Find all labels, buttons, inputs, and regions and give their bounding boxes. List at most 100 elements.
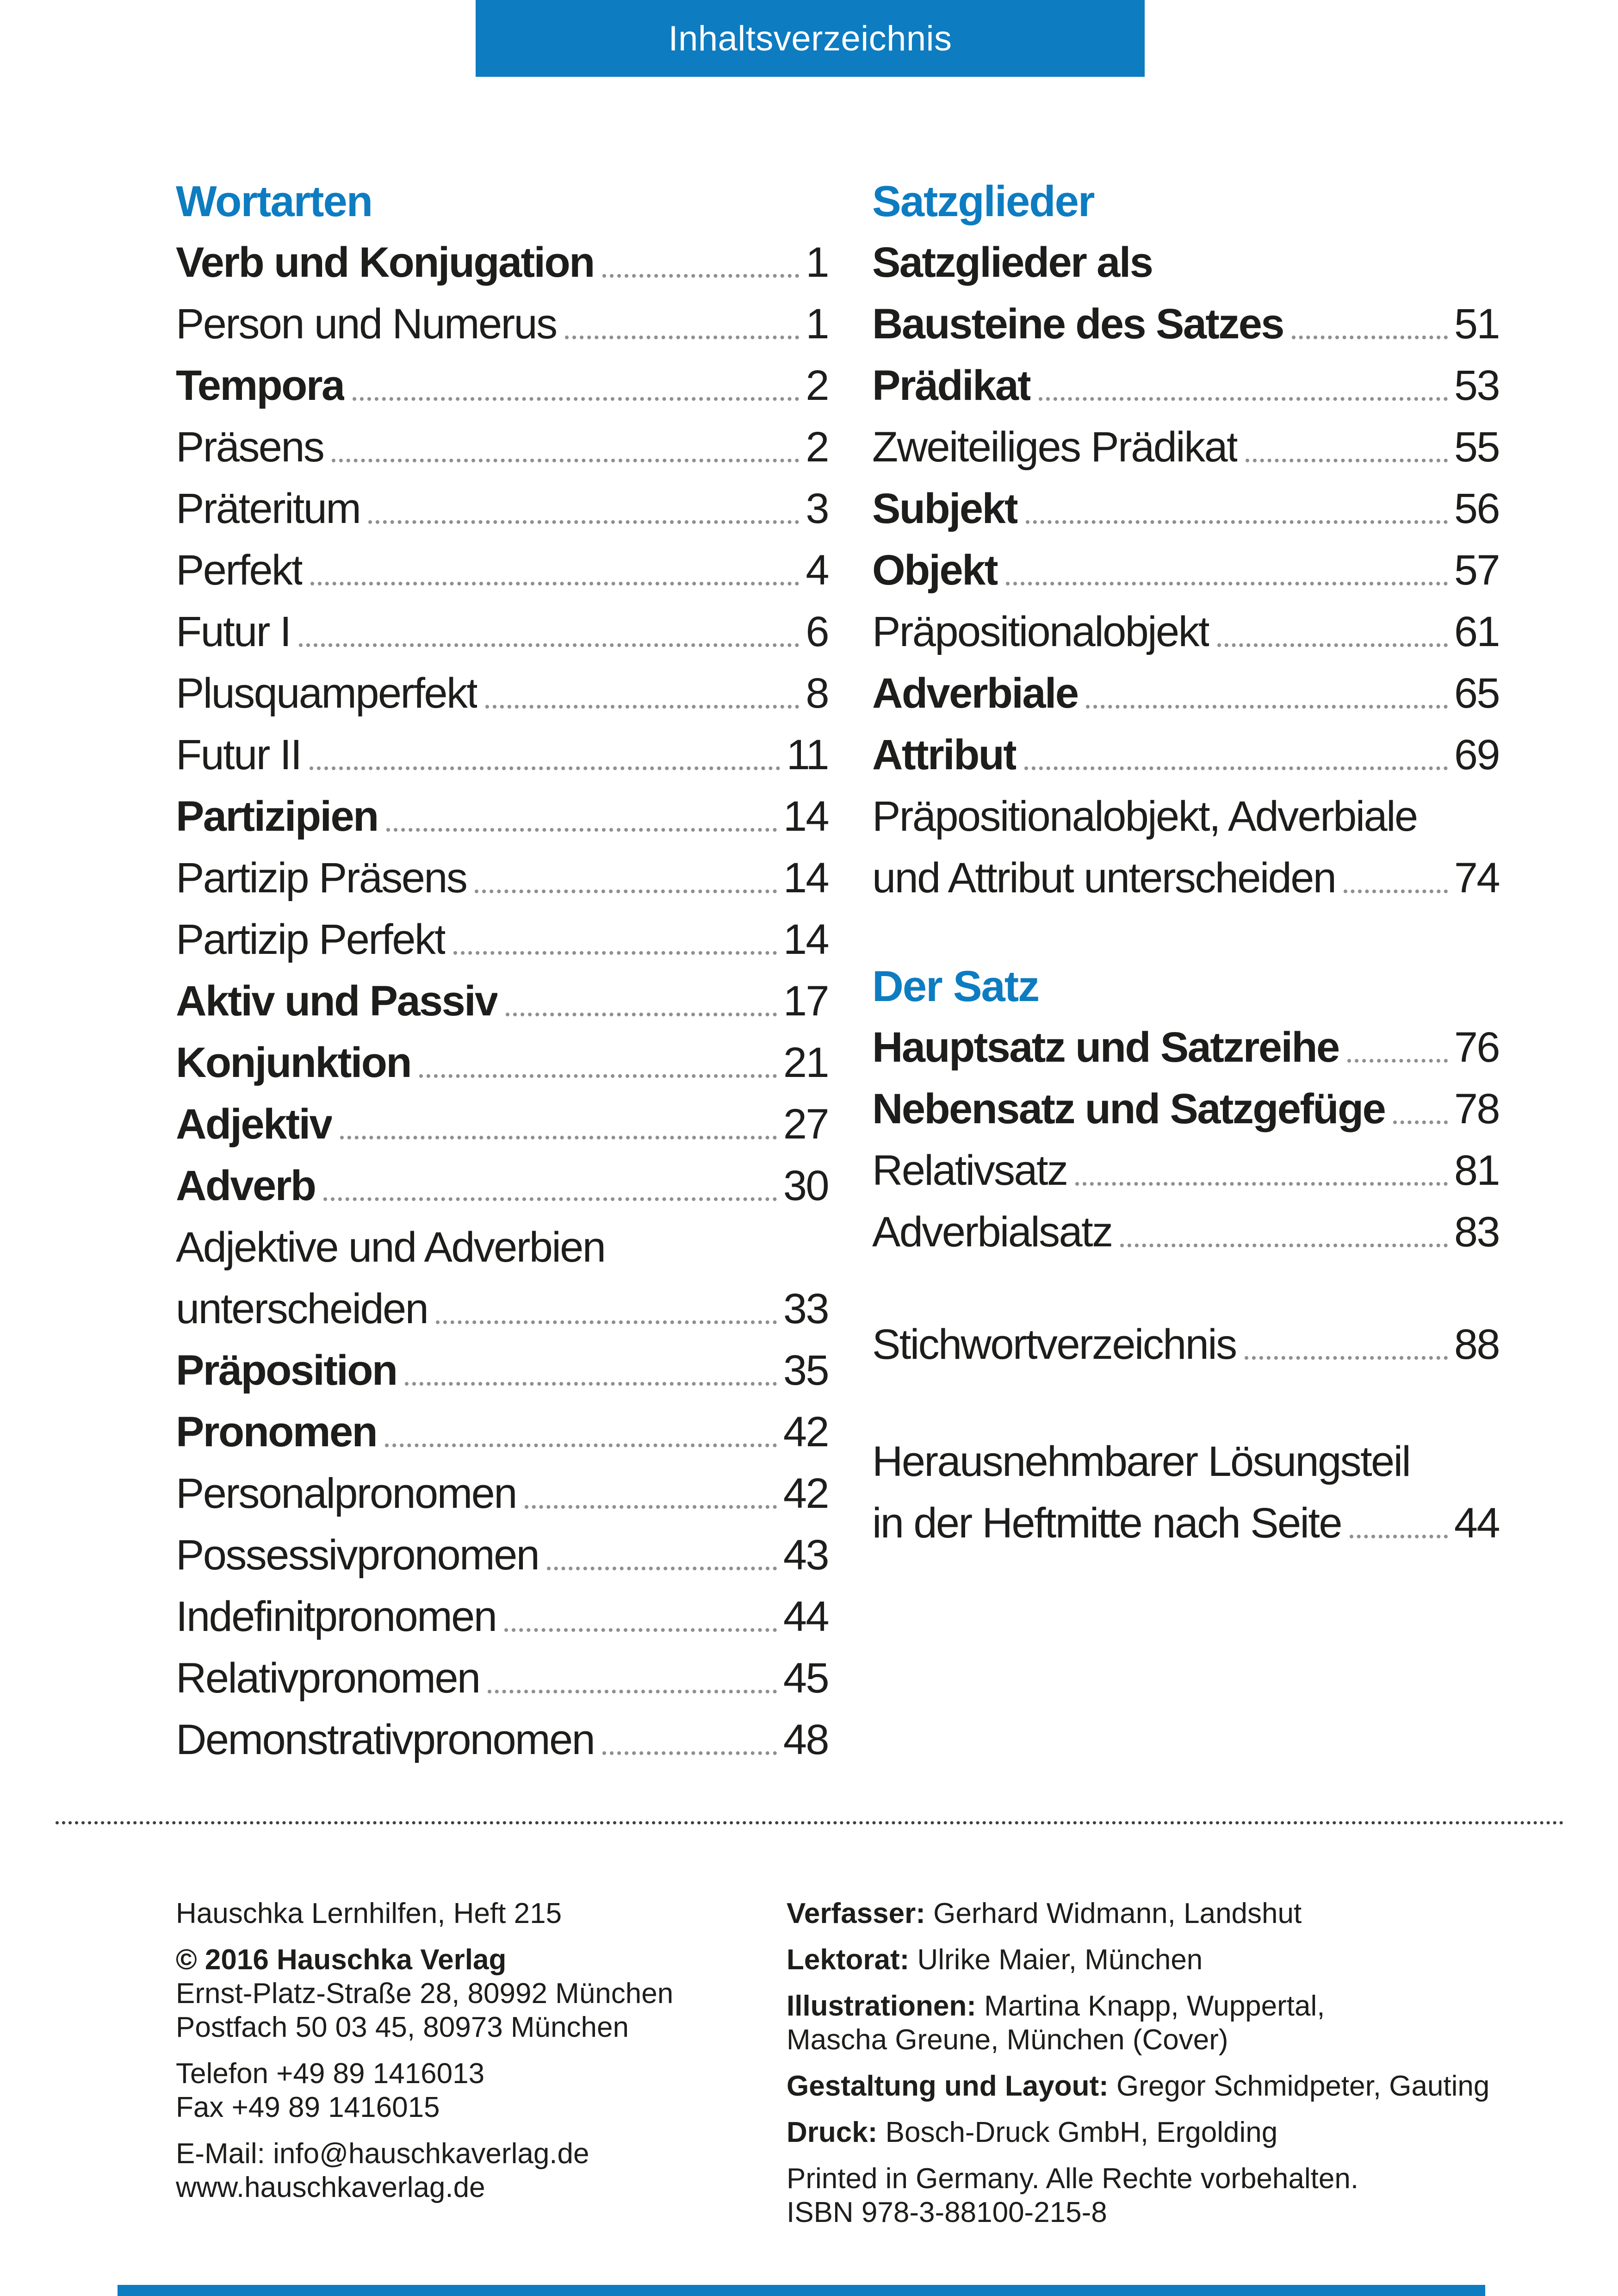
toc-entry: Partizip Präsens 14 (176, 847, 830, 909)
toc-section: Wortarten Verb und Konjugation 1 Person und… (176, 170, 830, 1771)
toc-entry: Relativpronomen 45 (176, 1648, 830, 1709)
dotted-leader (1349, 1535, 1448, 1538)
dotted-leader (310, 582, 800, 585)
toc-entry: Indefinitpronomen 44 (176, 1586, 830, 1648)
page-number: 69 (1454, 731, 1500, 778)
section-heading: Wortarten (176, 177, 373, 225)
section-heading: Der Satz (872, 962, 1040, 1010)
dotted-leader (1024, 766, 1448, 770)
dotted-leader (475, 890, 777, 893)
toc-entry: Person und Numerus 1 (176, 293, 830, 355)
page-number: 55 (1454, 423, 1500, 471)
toc-entry-label: Indefinitpronomen (176, 1593, 496, 1640)
page-number: 3 (806, 485, 829, 532)
page-number: 11 (786, 731, 830, 778)
toc-entry: Präposition 35 (176, 1340, 830, 1401)
dotted-leader (504, 1628, 777, 1632)
page-number: 14 (783, 916, 830, 963)
imprint-group: Illustrationen: Martina Knapp, Wuppertal… (787, 1989, 1582, 2057)
toc-entry: Attribut 69 (872, 724, 1500, 786)
imprint-line: Ernst-Platz-Straße 28, 80992 München (176, 1978, 674, 2010)
page-number: 51 (1454, 300, 1500, 348)
imprint-label: Druck: (787, 2116, 878, 2148)
dotted-leader (1393, 1120, 1448, 1124)
page-number: 56 (1454, 485, 1500, 532)
toc-entry: Futur I 6 (176, 601, 830, 663)
page-number: 33 (783, 1285, 830, 1332)
toc-section: Satzglieder Satzglieder als Bausteine des … (872, 170, 1500, 909)
toc-entry: Adverb 30 (176, 1155, 830, 1217)
toc-entry: in der Heftmitte nach Seite 44 (872, 1493, 1500, 1554)
imprint-label: Gestaltung und Layout: (787, 2070, 1109, 2102)
dotted-leader (352, 397, 800, 401)
toc-entry: Prädikat 53 (872, 355, 1500, 417)
dotted-leader (564, 336, 800, 339)
page-number: 61 (1454, 608, 1500, 655)
imprint-group: Druck: Bosch-Druck GmbH, Ergolding (787, 2116, 1582, 2149)
dotted-leader (1291, 336, 1448, 339)
toc-entry-label: und Attribut unterscheiden (872, 854, 1336, 902)
dotted-leader (385, 1444, 777, 1447)
dotted-leader (1086, 705, 1448, 709)
page-number: 78 (1454, 1085, 1500, 1132)
page-number: 14 (783, 854, 830, 902)
page-number: 44 (1454, 1500, 1500, 1547)
imprint-label: Lektorat: (787, 1944, 910, 1976)
toc-entry-label: Demonstrativpronomen (176, 1716, 595, 1763)
page-number: 65 (1454, 670, 1500, 717)
dotted-leader (386, 828, 777, 832)
toc-entry: Tempora 2 (176, 355, 830, 417)
dotted-leader (1120, 1244, 1448, 1247)
toc-entry: Demonstrativpronomen 48 (176, 1709, 830, 1771)
page-number: 42 (783, 1408, 830, 1456)
page-number: 43 (783, 1531, 830, 1579)
toc-entry-label: Pronomen (176, 1408, 377, 1456)
imprint-line: Verfasser: Gerhard Widmann, Landshut (787, 1898, 1302, 1929)
toc-entry-label: Partizip Perfekt (176, 916, 446, 963)
page-header-band: Inhaltsverzeichnis (476, 0, 1145, 77)
imprint-line: Gestaltung und Layout: Gregor Schmidpete… (787, 2070, 1490, 2102)
toc-entry-label: Partizipien (176, 793, 378, 840)
toc-entry-label: Possessivpronomen (176, 1531, 539, 1579)
toc-entry: Futur II 11 (176, 724, 830, 786)
toc-entry-label: Hauptsatz und Satzreihe (872, 1024, 1339, 1071)
imprint-group: Telefon +49 89 1416013 Fax +49 89 1416015 (176, 2057, 777, 2124)
footer-imprint-right: Verfasser: Gerhard Widmann, Landshut Lekt… (787, 1897, 1582, 2242)
toc-section: Der Satz Hauptsatz und Satzreihe 76 Nebensa… (872, 955, 1500, 1263)
page-number: 35 (783, 1347, 830, 1394)
toc-entry: Konjunktion 21 (176, 1032, 830, 1094)
toc-entry: Perfekt 4 (176, 540, 830, 601)
toc-entry-label: Subjekt (872, 485, 1018, 532)
toc-entry-label: Futur I (176, 608, 291, 655)
imprint-group: E-Mail: info@hauschkaverlag.de www.hausch… (176, 2137, 777, 2204)
toc-section: Stichwortverzeichnis 88 (872, 1314, 1500, 1375)
imprint-line: Telefon +49 89 1416013 (176, 2058, 485, 2090)
dotted-leader (524, 1505, 777, 1509)
toc-entry-label: Relativpronomen (176, 1655, 480, 1702)
imprint-line: Mascha Greune, München (Cover) (787, 2024, 1228, 2056)
toc-entry: Bausteine des Satzes 51 (872, 293, 1500, 355)
toc-entry: Adjektiv 27 (176, 1094, 830, 1155)
imprint-line: ISBN 978-3-88100-215-8 (787, 2196, 1107, 2228)
toc-entry: Nebensatz und Satzgefüge 78 (872, 1078, 1500, 1140)
toc-entry-label: Konjunktion (176, 1039, 411, 1086)
toc-entry-label: Perfekt (176, 547, 303, 594)
dotted-leader (309, 766, 780, 770)
toc-entry: und Attribut unterscheiden 74 (872, 847, 1500, 909)
toc-entry-label: Tempora (176, 362, 344, 409)
page-number: 21 (783, 1039, 830, 1086)
toc-entry: Verb und Konjugation 1 (176, 232, 830, 293)
page-number: 17 (783, 977, 830, 1025)
imprint-label: Verfasser: (787, 1898, 925, 1929)
toc-entry-label: Präteritum (176, 485, 360, 532)
footer-divider-dotted-rule (56, 1821, 1564, 1824)
page-number: 1 (806, 239, 829, 286)
dotted-leader (340, 1136, 777, 1139)
toc-entry: Personalpronomen 42 (176, 1463, 830, 1524)
page-number: 57 (1454, 547, 1500, 594)
dotted-leader (1246, 459, 1448, 462)
toc-entry-label: Adjektive und Adverbien (176, 1224, 606, 1271)
toc-entry-label: Bausteine des Satzes (872, 300, 1283, 348)
toc-entry-label: Partizip Präsens (176, 854, 467, 902)
toc-entry: Zweiteiliges Prädikat 55 (872, 417, 1500, 478)
